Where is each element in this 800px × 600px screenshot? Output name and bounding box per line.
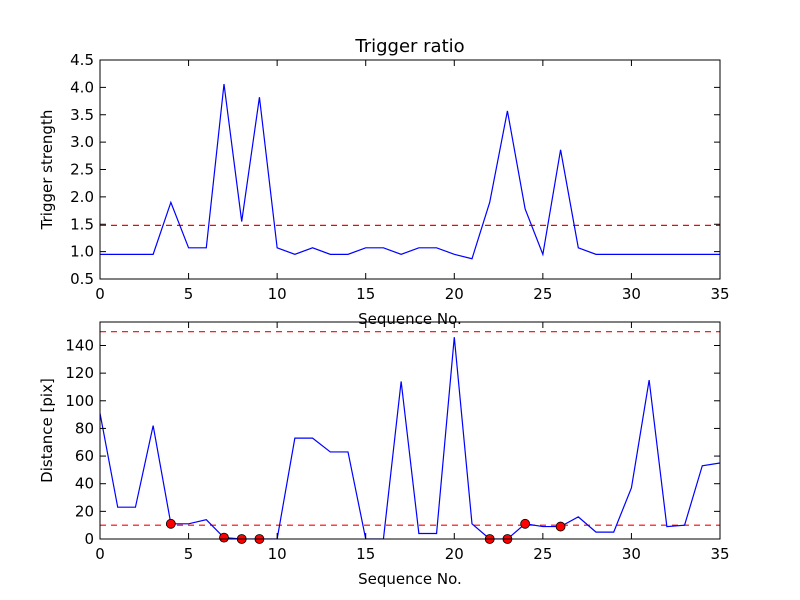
bottom-marker-point [555, 521, 566, 532]
bottom-plot-frame [99, 321, 721, 540]
top-y-axis-label: Trigger strength [38, 110, 56, 231]
top-chart-title: Trigger ratio [354, 36, 464, 57]
trigger-ratio-plot: 0 5 10 15 20 25 30 35 0.5 1.0 1.5 2.0 2.5 3.0 3.5 4.0 4.… [38, 36, 730, 328]
bottom-y-tick-label: 40 [75, 475, 94, 493]
bottom-marker-point [165, 518, 176, 529]
top-x-tick-label: 5 [184, 285, 194, 303]
top-x-tick-label: 20 [445, 285, 464, 303]
top-x-tick-label: 35 [710, 285, 729, 303]
bottom-x-tick-label: 35 [710, 545, 729, 563]
top-y-tick-label: 1.5 [70, 215, 94, 233]
top-y-tick-label: 4.0 [70, 78, 94, 96]
bottom-x-tick-label: 5 [184, 545, 194, 563]
bottom-x-tick-label: 0 [95, 545, 105, 563]
bottom-x-axis-label: Sequence No. [358, 570, 462, 588]
top-series-line-0 [100, 84, 720, 260]
top-x-axis-label: Sequence No. [358, 310, 462, 328]
bottom-marker-point [520, 518, 531, 529]
bottom-y-tick-label: 140 [65, 336, 94, 354]
distance-plot: 0 5 10 15 20 25 30 35 0 20 40 60 80 100 120 140 Sequence… [38, 321, 730, 588]
bottom-y-tick-label: 60 [75, 447, 94, 465]
top-x-tick-label: 25 [533, 285, 552, 303]
bottom-y-tick-label: 0 [84, 530, 94, 548]
bottom-y-axis-label: Distance [pix] [38, 378, 56, 483]
top-x-tick-label: 0 [95, 285, 105, 303]
bottom-series-line-0 [100, 337, 720, 539]
bottom-y-tick-label: 120 [65, 364, 94, 382]
bottom-x-tick-label: 20 [445, 545, 464, 563]
top-y-tick-label: 3.5 [70, 106, 94, 124]
top-y-tick-label: 0.5 [70, 270, 94, 288]
bottom-marker-point [219, 532, 229, 543]
top-y-tick-label: 3.0 [70, 133, 94, 151]
top-x-tick-label: 10 [268, 285, 287, 303]
bottom-x-tick-label: 30 [622, 545, 641, 563]
top-y-tick-label: 2.0 [70, 188, 94, 206]
top-x-tick-label: 15 [356, 285, 375, 303]
top-y-tick-label: 2.5 [70, 161, 94, 179]
bottom-x-tick-label: 10 [268, 545, 287, 563]
top-y-tick-label: 4.5 [70, 51, 94, 69]
top-plot-frame [99, 59, 721, 280]
bottom-x-tick-label: 25 [533, 545, 552, 563]
bottom-y-tick-label: 100 [65, 392, 94, 410]
bottom-y-tick-label: 80 [75, 419, 94, 437]
bottom-x-tick-label: 15 [356, 545, 375, 563]
top-x-tick-label: 30 [622, 285, 641, 303]
bottom-y-tick-label: 20 [75, 502, 94, 520]
top-y-tick-label: 1.0 [70, 243, 94, 261]
